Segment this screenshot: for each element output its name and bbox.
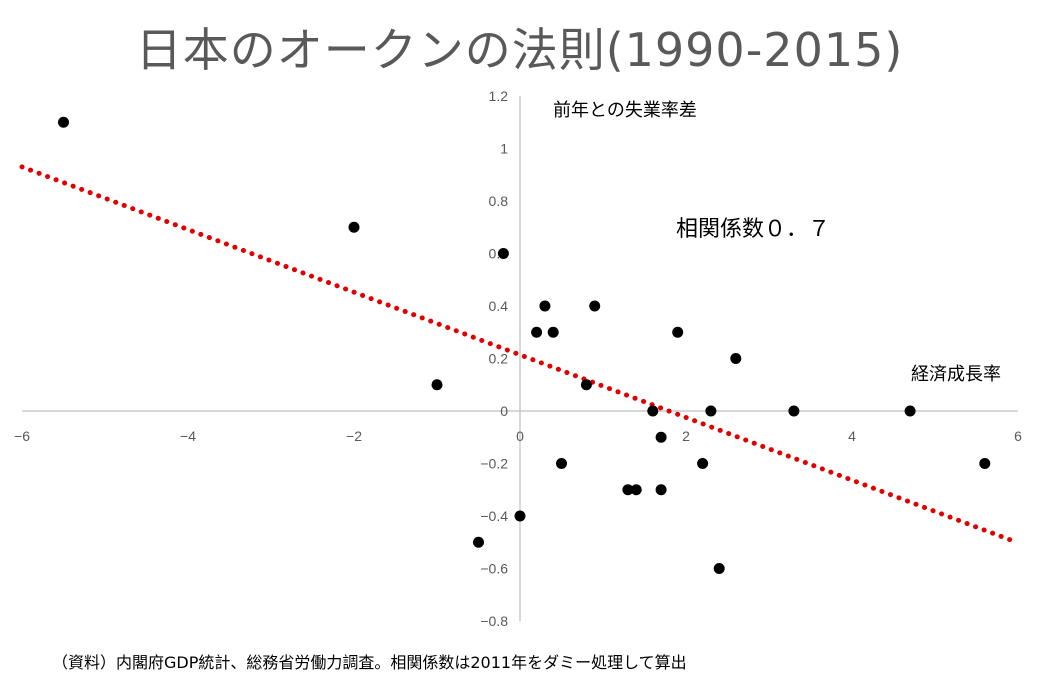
correlation-label: 相関係数０．７ (676, 217, 830, 242)
data-point (697, 458, 709, 469)
data-point (730, 353, 742, 364)
data-point (672, 326, 684, 338)
data-point (531, 326, 543, 338)
data-point (514, 510, 526, 522)
data-point (547, 326, 559, 338)
y-tick-label: 1 (500, 141, 508, 157)
y-tick-label: 0 (500, 403, 508, 419)
chart-title: 日本のオークンの法則(1990-2015) (135, 23, 904, 77)
y-tick-label: −0.4 (480, 508, 508, 524)
data-point (348, 221, 360, 233)
y-tick-label: 0.4 (489, 298, 509, 314)
data-point (904, 405, 916, 417)
data-point (497, 248, 509, 259)
x-axis-label: 経済成長率 (911, 364, 1001, 385)
data-point (431, 379, 443, 391)
data-point (655, 431, 667, 443)
y-tick-label: −0.2 (480, 456, 508, 472)
x-tick-label: −4 (180, 428, 196, 444)
y-tick-labels: −0.8−0.6−0.4−0.200.20.40.60.811.2 (480, 88, 508, 629)
x-tick-label: −6 (14, 428, 30, 444)
data-point (556, 458, 567, 469)
y-tick-label: 0.8 (489, 193, 509, 209)
x-tick-label: 0 (516, 428, 524, 444)
source-note: （資料）内閣府GDP統計、総務省労働力調査。相関係数は2011年をダミー処理して… (52, 653, 687, 672)
x-tick-label: 6 (1014, 428, 1022, 444)
x-tick-label: 2 (682, 428, 690, 444)
trend-line (19, 164, 1013, 543)
data-point (589, 300, 601, 312)
data-point (473, 536, 484, 548)
x-tick-labels: −6 −4 −2 0 2 4 6 (14, 428, 1022, 444)
y-tick-label: −0.6 (480, 561, 508, 577)
data-point (979, 458, 991, 469)
trendline-group (19, 164, 1013, 543)
data-point (580, 379, 592, 391)
data-point (647, 405, 659, 417)
y-axis-label: 前年との失業率差 (553, 100, 697, 121)
data-points (58, 116, 991, 574)
data-point (655, 484, 667, 496)
y-tick-label: 0.2 (489, 351, 509, 367)
y-tick-label: −0.8 (480, 613, 508, 629)
data-point (788, 405, 800, 417)
data-point (539, 300, 551, 312)
data-point (622, 484, 634, 496)
data-point (58, 116, 69, 128)
data-point (630, 484, 642, 496)
data-point (713, 563, 725, 574)
x-tick-label: −2 (346, 428, 362, 444)
x-tick-label: 4 (848, 428, 856, 444)
data-point (705, 405, 717, 417)
y-tick-label: 1.2 (489, 88, 509, 104)
axes (22, 96, 1018, 621)
